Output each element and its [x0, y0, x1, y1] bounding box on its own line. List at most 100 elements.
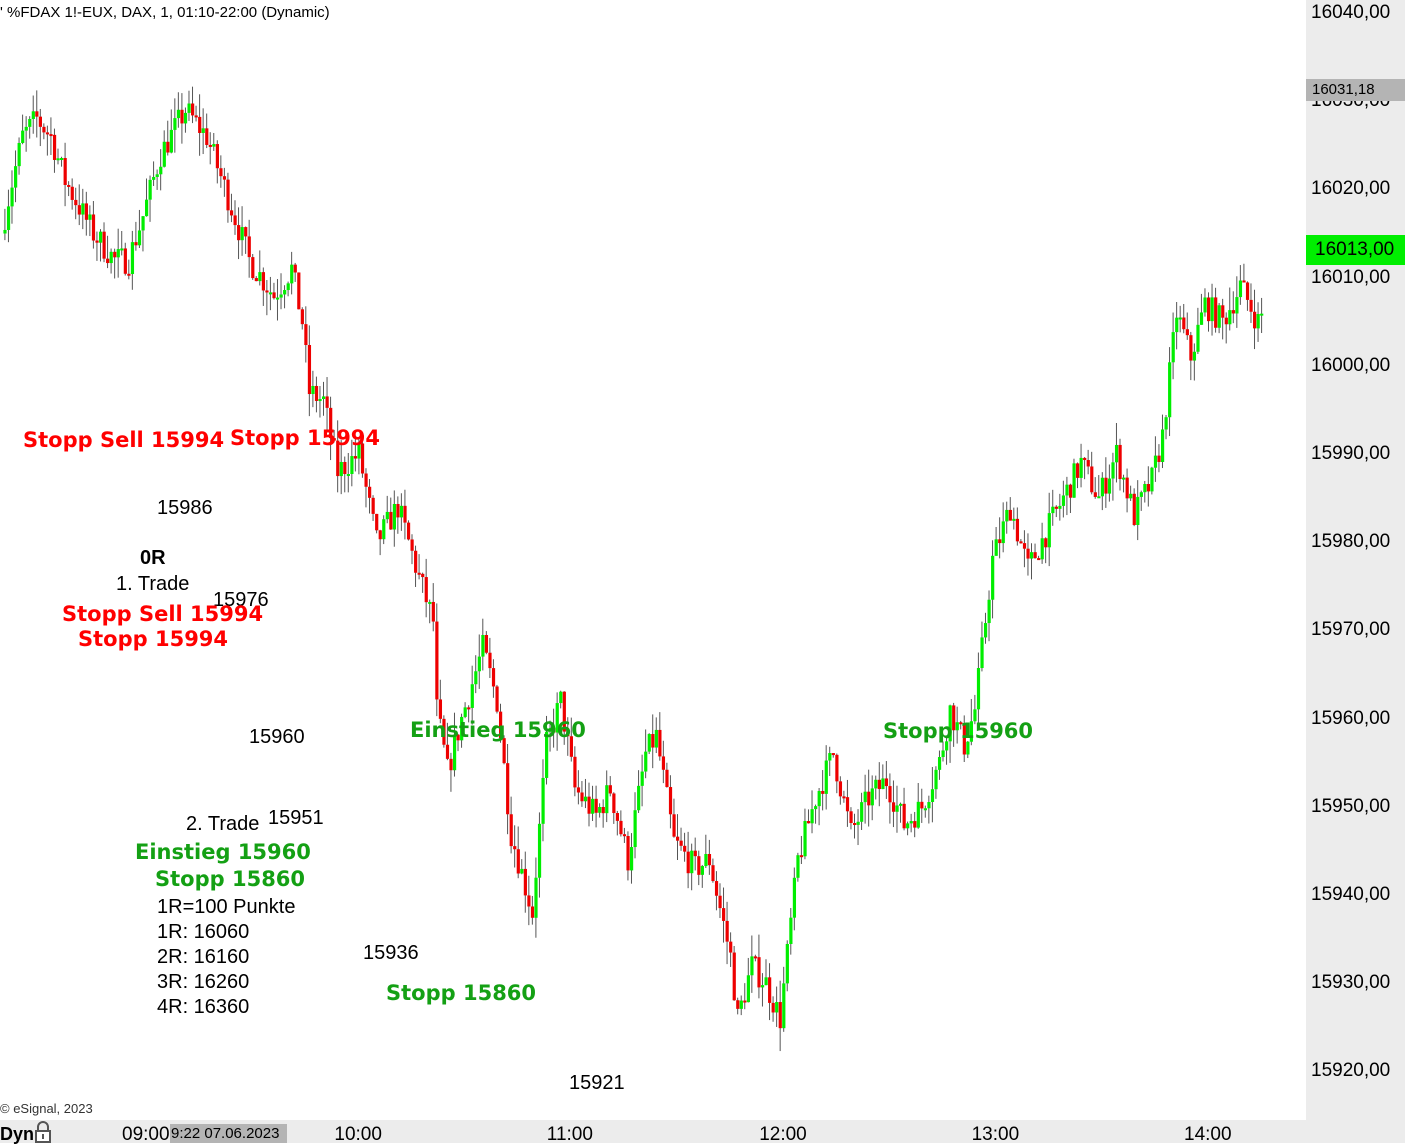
- annotation-stopp-sell-2: Stopp Sell 15994: [62, 602, 264, 626]
- candle-down: [1037, 558, 1041, 561]
- candle-up: [739, 1000, 743, 1009]
- candle-up: [785, 943, 789, 984]
- candle-up: [934, 769, 938, 790]
- candle-up: [187, 103, 191, 113]
- candle-down: [134, 242, 138, 246]
- candle-up: [1164, 417, 1168, 430]
- candle-up: [895, 805, 899, 812]
- candle-down: [506, 763, 510, 815]
- candle-down: [180, 109, 184, 124]
- candle-up: [3, 229, 7, 234]
- candle-down: [686, 851, 690, 874]
- candle-down: [612, 793, 616, 814]
- annotation-stopp-15860-left: Stopp 15860: [155, 867, 306, 891]
- candle-down: [38, 116, 42, 127]
- candle-down: [665, 769, 669, 788]
- candle-up: [17, 142, 21, 167]
- candle-down: [45, 132, 50, 135]
- candle-down: [562, 691, 566, 732]
- candle-down: [573, 756, 577, 788]
- candle-down: [198, 116, 202, 133]
- annotation-trade-2: 2. Trade: [186, 813, 260, 835]
- candle-up: [828, 753, 832, 761]
- candle-up: [927, 802, 931, 809]
- candle-up: [899, 803, 903, 806]
- candle-down: [449, 758, 453, 771]
- candle-up: [346, 473, 350, 476]
- candle-up: [452, 734, 457, 771]
- candle-down: [445, 744, 450, 759]
- candle-down: [1008, 509, 1012, 521]
- candle-up: [863, 791, 867, 803]
- candle-up: [463, 707, 467, 717]
- candle-up: [796, 855, 800, 878]
- candle-up: [385, 511, 389, 520]
- candle-down: [95, 240, 99, 243]
- candle-up: [782, 983, 786, 1029]
- candle-down: [853, 823, 857, 826]
- candle-down: [1182, 317, 1186, 330]
- candle-down: [222, 176, 227, 180]
- price-tick-label: 15960,00: [1311, 707, 1391, 729]
- candle-up: [1051, 506, 1055, 514]
- candle-up: [583, 796, 588, 802]
- candle-down: [884, 778, 889, 787]
- dyn-label[interactable]: Dyn: [0, 1124, 35, 1144]
- candle-down: [74, 199, 78, 206]
- annotation-level-15960: 15960: [249, 726, 305, 748]
- candle-down: [867, 791, 871, 806]
- candle-down: [998, 539, 1002, 544]
- lock-icon[interactable]: [33, 1121, 53, 1143]
- candle-down: [516, 849, 520, 874]
- candle-up: [559, 691, 563, 704]
- candle-down: [70, 186, 74, 200]
- candle-up: [629, 847, 634, 871]
- candle-up: [60, 158, 64, 161]
- candle-up: [145, 199, 149, 217]
- candle-down: [835, 754, 839, 782]
- copyright: © eSignal, 2023: [0, 1101, 93, 1116]
- candle-up: [948, 705, 952, 742]
- candle-up: [1228, 310, 1232, 325]
- candle-down: [778, 1002, 782, 1029]
- price-axis[interactable]: [1306, 0, 1405, 1120]
- candle-up: [1072, 463, 1076, 498]
- candle-up: [1217, 305, 1221, 328]
- candle-down: [244, 227, 248, 237]
- price-tick-label: 15970,00: [1311, 619, 1391, 641]
- candle-up: [704, 853, 708, 867]
- candle-down: [442, 718, 446, 745]
- candle-down: [1189, 335, 1193, 361]
- cursor-date-box: 9:22 07.06.2023: [170, 1124, 287, 1143]
- candle-down: [272, 292, 276, 299]
- candle-down: [888, 786, 892, 803]
- candle-down: [902, 803, 906, 829]
- candle-up: [137, 230, 142, 246]
- candle-down: [484, 634, 489, 653]
- time-axis[interactable]: [0, 1120, 1405, 1143]
- candle-down: [106, 258, 110, 264]
- candle-up: [28, 118, 32, 127]
- candle-down: [113, 251, 117, 258]
- candle-down: [722, 908, 726, 921]
- candle-down: [768, 977, 772, 1003]
- candle-down: [672, 814, 676, 837]
- time-tick-label: 13:00: [971, 1124, 1020, 1145]
- candle-down: [799, 855, 804, 858]
- candle-up: [605, 785, 609, 814]
- annotation-einstieg-mid: Einstieg 15960: [410, 718, 586, 742]
- candle-down: [406, 522, 411, 540]
- candle-up: [810, 809, 814, 824]
- candle-up: [130, 242, 135, 275]
- candle-down: [693, 850, 697, 857]
- candle-down: [314, 385, 319, 401]
- candle-down: [1245, 282, 1250, 300]
- candle-down: [251, 257, 255, 279]
- candle-up: [966, 741, 970, 755]
- candle-down: [1054, 506, 1058, 509]
- price-tick-label: 15940,00: [1311, 884, 1391, 905]
- candle-up: [750, 956, 754, 976]
- annotation-1r: 1R: 16060: [157, 921, 250, 943]
- candle-down: [831, 753, 835, 756]
- candle-down: [668, 787, 673, 815]
